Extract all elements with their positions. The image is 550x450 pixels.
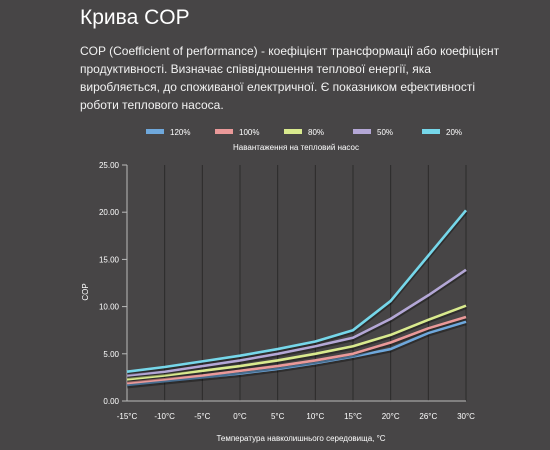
x-tick-label: -15°C (117, 412, 138, 421)
series-line-50% (126, 268, 467, 377)
page-description: COP (Coefficient of performance) - коефі… (80, 44, 500, 112)
legend-label-100%: 100% (239, 128, 259, 137)
x-tick-label: 10°C (306, 412, 324, 421)
legend-label-50%: 50% (377, 128, 393, 137)
y-tick-label: 0.00 (103, 397, 119, 406)
legend: 120% 100% 80% 50% 20% (146, 128, 462, 137)
x-tick-label: 0°C (233, 412, 247, 421)
legend-swatch-100% (215, 129, 233, 134)
series-shadow-80% (126, 305, 467, 383)
series-shadow-120% (126, 321, 467, 389)
legend-label-20%: 20% (446, 128, 462, 137)
legend-label-80%: 80% (308, 128, 324, 137)
x-tick-label: 15°C (344, 412, 362, 421)
x-tick-label: 26°C (419, 412, 437, 421)
x-tick-label: 5°C (271, 412, 285, 421)
legend-title: Навантаження на тепловий насос (233, 143, 359, 152)
series-shadow-100% (126, 316, 467, 387)
y-axis-title: COP (81, 283, 90, 300)
series-line-80% (126, 304, 467, 381)
y-tick-label: 15.00 (99, 255, 120, 264)
y-tick-label: 5.00 (103, 350, 119, 359)
legend-swatch-50% (353, 129, 371, 134)
plot-area: 0.00 5.00 10.00 15.00 20.00 25.00 -15°C -10°C -5… (99, 161, 475, 421)
x-tick-label: 30°C (457, 412, 475, 421)
legend-label-120%: 120% (170, 128, 190, 137)
series-line-100% (126, 315, 467, 385)
x-tick-label: 20°C (382, 412, 400, 421)
y-tick-label: 25.00 (99, 161, 120, 170)
x-tick-label: -10°C (154, 412, 175, 421)
legend-swatch-20% (422, 129, 440, 134)
x-tick-label: -5°C (194, 412, 210, 421)
series-line-20% (126, 209, 467, 374)
page-title: Крива COP (80, 6, 190, 29)
legend-swatch-80% (284, 129, 302, 134)
x-axis-title: Температура навколишнього середовища, °C (216, 434, 385, 443)
series-line-120% (126, 320, 467, 387)
y-tick-label: 10.00 (99, 303, 120, 312)
legend-swatch-120% (146, 129, 164, 134)
y-tick-label: 20.00 (99, 208, 120, 217)
